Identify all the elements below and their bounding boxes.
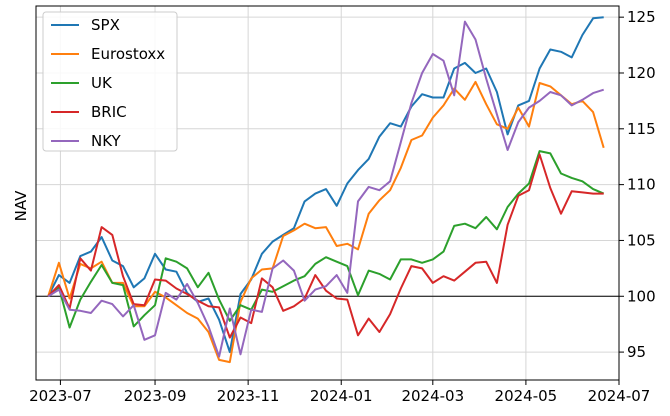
y-tick-label: 110 [627,176,656,194]
plot-frame [35,5,620,381]
y-tick-label: 115 [627,120,656,138]
x-tick-label: 2024-01 [310,387,373,405]
series-line-eurostoxx [47,80,605,364]
x-tick-label: 2024-05 [495,387,558,405]
y-tick-label: 125 [627,8,656,26]
x-tick-label: 2024-03 [401,387,464,405]
legend-label-spx: SPX [91,16,120,34]
y-tick-label: 105 [627,231,656,249]
y-tick-label: 95 [627,343,646,361]
legend-box [42,11,178,152]
x-tick-label: 2023-07 [29,387,92,405]
x-axis-ticks: 2023-07 2023-09 2023-11 2024-01 2024-03 2024-… [29,380,650,405]
y-axis-ticks: 95 100 105 110 115 120 125 [619,8,656,361]
y-tick-label: 120 [627,64,656,82]
y-axis-title: NAV [12,190,30,222]
x-tick-label: 2024-07 [588,387,651,405]
x-tick-label: 2023-09 [124,387,187,405]
series-line-nky [47,20,605,358]
legend-label-uk: UK [91,74,113,92]
series-line-spx [47,16,604,354]
series-line-bric [47,153,604,339]
series-lines [47,16,605,364]
x-tick-label: 2023-11 [217,387,280,405]
y-tick-label: 100 [627,287,656,305]
legend-label-eurostoxx: Eurostoxx [91,45,165,63]
legend-label-nky: NKY [91,132,122,150]
series-line-uk [47,150,605,329]
legend-label-bric: BRIC [91,103,127,121]
legend: SPX Eurostoxx UK BRIC NKY [42,11,178,152]
